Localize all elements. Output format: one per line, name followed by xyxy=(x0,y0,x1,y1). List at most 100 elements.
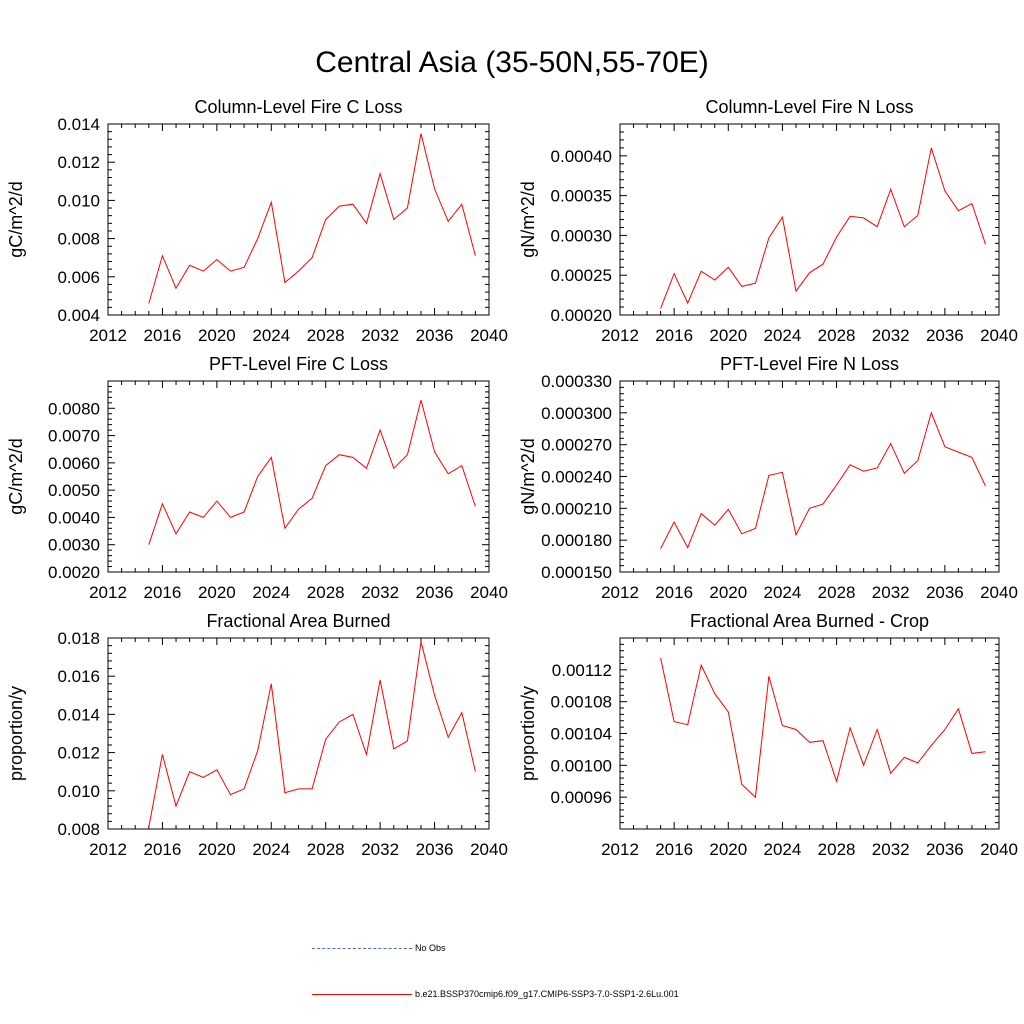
x-tick-label: 2040 xyxy=(980,583,1018,602)
plot-frame xyxy=(619,380,1000,573)
y-axis-label: gC/m^2/d xyxy=(6,438,26,514)
x-tick-label: 2032 xyxy=(361,326,399,345)
y-tick-label: 0.012 xyxy=(57,744,100,763)
y-tick-label: 0.00025 xyxy=(551,266,612,285)
x-tick-label: 2032 xyxy=(361,583,399,602)
plot-frame xyxy=(107,380,490,573)
x-tick-label: 2012 xyxy=(89,583,127,602)
x-tick-label: 2032 xyxy=(361,840,399,859)
plot-frame xyxy=(619,637,1000,830)
chart-panel-3: PFT-Level Fire C Loss 2012 2016 2020 2024 202… xyxy=(6,354,508,602)
x-tick-label: 2016 xyxy=(655,840,693,859)
panel-title: Column-Level Fire C Loss xyxy=(194,97,402,117)
y-axis-label: proportion/y xyxy=(518,686,538,781)
x-tick-label: 2024 xyxy=(764,583,802,602)
x-tick-label: 2024 xyxy=(764,840,802,859)
x-tick-label: 2020 xyxy=(709,583,747,602)
x-tick-label: 2020 xyxy=(709,840,747,859)
y-tick-label: 0.0060 xyxy=(48,454,100,473)
x-tick-label: 2028 xyxy=(818,326,856,345)
y-tick-label: 0.00104 xyxy=(551,725,612,744)
y-tick-label: 0.000150 xyxy=(541,563,612,582)
x-tick-label: 2028 xyxy=(818,840,856,859)
x-tick-label: 2020 xyxy=(198,840,236,859)
y-tick-label: 0.0080 xyxy=(48,399,100,418)
panel-title: PFT-Level Fire N Loss xyxy=(720,354,899,374)
y-tick-label: 0.0050 xyxy=(48,481,100,500)
x-tick-label: 2012 xyxy=(89,840,127,859)
y-tick-label: 0.000210 xyxy=(541,499,612,518)
x-tick-label: 2028 xyxy=(307,326,345,345)
y-tick-label: 0.0070 xyxy=(48,427,100,446)
y-tick-label: 0.00112 xyxy=(552,661,612,680)
y-tick-label: 0.014 xyxy=(57,115,100,134)
panel-title: Fractional Area Burned xyxy=(206,611,390,631)
x-tick-label: 2012 xyxy=(601,326,639,345)
x-tick-label: 2012 xyxy=(601,840,639,859)
x-tick-label: 2036 xyxy=(416,840,454,859)
x-tick-label: 2040 xyxy=(980,326,1018,345)
panel-title: PFT-Level Fire C Loss xyxy=(209,354,388,374)
x-tick-label: 2012 xyxy=(89,326,127,345)
x-tick-label: 2016 xyxy=(144,583,182,602)
x-tick-label: 2036 xyxy=(926,326,964,345)
x-tick-label: 2040 xyxy=(470,583,508,602)
figure-title: Central Asia (35-50N,55-70E) xyxy=(315,46,709,79)
x-tick-label: 2032 xyxy=(872,326,910,345)
y-tick-label: 0.004 xyxy=(57,306,100,325)
x-tick-label: 2036 xyxy=(926,583,964,602)
y-tick-label: 0.0030 xyxy=(48,536,100,555)
x-tick-label: 2020 xyxy=(198,326,236,345)
y-tick-label: 0.00040 xyxy=(551,147,612,166)
x-tick-label: 2020 xyxy=(709,326,747,345)
x-tick-label: 2024 xyxy=(252,840,290,859)
y-tick-label: 0.018 xyxy=(57,629,100,648)
y-tick-label: 0.016 xyxy=(57,667,100,686)
panel-title: Fractional Area Burned - Crop xyxy=(690,611,929,631)
x-tick-label: 2028 xyxy=(307,840,345,859)
x-tick-label: 2016 xyxy=(144,326,182,345)
x-tick-label: 2032 xyxy=(872,840,910,859)
x-tick-label: 2016 xyxy=(655,583,693,602)
y-tick-label: 0.00108 xyxy=(551,693,612,712)
x-tick-label: 2024 xyxy=(252,326,290,345)
x-tick-label: 2036 xyxy=(926,840,964,859)
y-tick-label: 0.010 xyxy=(57,191,100,210)
y-tick-label: 0.000270 xyxy=(541,436,612,455)
x-tick-label: 2028 xyxy=(818,583,856,602)
y-tick-label: 0.00020 xyxy=(551,306,612,325)
chart-panel-5: Fractional Area Burned 2012 2016 2020 2024 20… xyxy=(6,611,508,859)
x-tick-label: 2024 xyxy=(764,326,802,345)
y-tick-label: 0.00035 xyxy=(551,187,612,206)
panel-title: Column-Level Fire N Loss xyxy=(705,97,913,117)
series-line xyxy=(660,147,986,309)
x-tick-label: 2020 xyxy=(198,583,236,602)
y-tick-label: 0.006 xyxy=(57,268,100,287)
chart-panel-4: PFT-Level Fire N Loss 2012 2016 2020 2024 202… xyxy=(518,354,1018,602)
chart-panel-6: Fractional Area Burned - Crop 2012 2016 202… xyxy=(518,611,1018,859)
y-tick-label: 0.008 xyxy=(57,820,100,839)
y-tick-label: 0.000300 xyxy=(541,404,612,423)
plot-frame xyxy=(107,637,490,830)
x-tick-label: 2028 xyxy=(307,583,345,602)
x-tick-label: 2012 xyxy=(601,583,639,602)
chart-panel-2: Column-Level Fire N Loss 2012 2016 2020 2024… xyxy=(518,97,1018,345)
y-tick-label: 0.0040 xyxy=(48,508,100,527)
series-line xyxy=(148,641,476,828)
y-axis-label: gN/m^2/d xyxy=(518,438,538,514)
x-tick-label: 2040 xyxy=(470,840,508,859)
y-tick-label: 0.00100 xyxy=(551,756,612,775)
x-tick-label: 2016 xyxy=(655,326,693,345)
plot-frame xyxy=(107,123,490,316)
y-tick-label: 0.000330 xyxy=(541,372,612,391)
x-tick-label: 2024 xyxy=(252,583,290,602)
plot-frame xyxy=(619,123,1000,316)
x-tick-label: 2016 xyxy=(144,840,182,859)
y-axis-label: gN/m^2/d xyxy=(518,181,538,257)
y-tick-label: 0.012 xyxy=(57,153,100,172)
x-tick-label: 2036 xyxy=(416,583,454,602)
y-tick-label: 0.008 xyxy=(57,230,100,249)
chart-panel-1: Column-Level Fire C Loss 2012 2016 2020 2024… xyxy=(6,97,508,345)
series-line xyxy=(148,133,476,304)
